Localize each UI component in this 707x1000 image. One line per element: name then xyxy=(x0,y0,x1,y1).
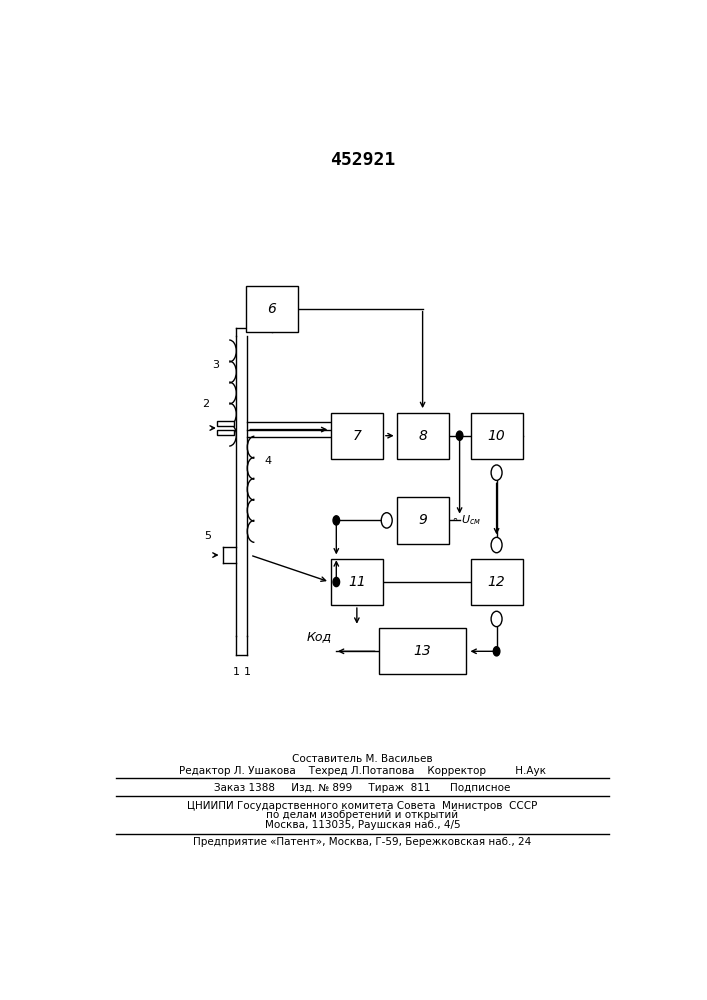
Bar xyxy=(471,413,522,459)
Circle shape xyxy=(491,537,502,553)
Text: Составитель М. Васильев: Составитель М. Васильев xyxy=(292,754,433,764)
Text: 5: 5 xyxy=(204,531,211,541)
Bar xyxy=(471,559,522,605)
Text: Заказ 1388     Изд. № 899     Тираж  811      Подписное: Заказ 1388 Изд. № 899 Тираж 811 Подписно… xyxy=(214,783,510,793)
Circle shape xyxy=(491,465,502,480)
Text: ЦНИИПИ Государственного комитета Совета  Министров  СССР: ЦНИИПИ Государственного комитета Совета … xyxy=(187,801,537,811)
Bar xyxy=(217,421,233,426)
Text: по делам изобретений и открытий: по делам изобретений и открытий xyxy=(267,810,458,820)
Circle shape xyxy=(456,431,463,440)
Text: 1: 1 xyxy=(233,667,240,677)
Bar xyxy=(379,628,467,674)
Text: Редактор Л. Ушакова    Техред Л.Потапова    Корректор         Н.Аук: Редактор Л. Ушакова Техред Л.Потапова Ко… xyxy=(179,766,546,776)
Text: 452921: 452921 xyxy=(329,151,395,169)
Circle shape xyxy=(333,577,339,587)
Text: 3: 3 xyxy=(212,360,219,370)
Bar xyxy=(397,497,449,544)
Text: 12: 12 xyxy=(488,575,506,589)
Bar xyxy=(397,413,449,459)
Bar xyxy=(331,559,383,605)
Text: 6: 6 xyxy=(267,302,276,316)
Bar xyxy=(331,413,383,459)
Circle shape xyxy=(333,516,339,525)
Text: 2: 2 xyxy=(203,399,210,409)
Text: ∘ $U_{см}$: ∘ $U_{см}$ xyxy=(451,514,482,527)
Text: 11: 11 xyxy=(348,575,366,589)
Text: Предприятие «Патент», Москва, Г-59, Бережковская наб., 24: Предприятие «Патент», Москва, Г-59, Бере… xyxy=(193,837,532,847)
Circle shape xyxy=(381,513,392,528)
Text: 4: 4 xyxy=(264,456,271,466)
Circle shape xyxy=(491,611,502,627)
Text: 10: 10 xyxy=(488,429,506,443)
Bar xyxy=(246,286,298,332)
Text: 13: 13 xyxy=(414,644,431,658)
Bar xyxy=(217,430,233,435)
Text: 7: 7 xyxy=(352,429,361,443)
Text: Москва, 113035, Раушская наб., 4/5: Москва, 113035, Раушская наб., 4/5 xyxy=(264,820,460,830)
Text: 1: 1 xyxy=(244,667,251,677)
Circle shape xyxy=(493,647,500,656)
Text: 8: 8 xyxy=(418,429,427,443)
Text: 9: 9 xyxy=(418,513,427,527)
Text: Код: Код xyxy=(307,631,332,644)
